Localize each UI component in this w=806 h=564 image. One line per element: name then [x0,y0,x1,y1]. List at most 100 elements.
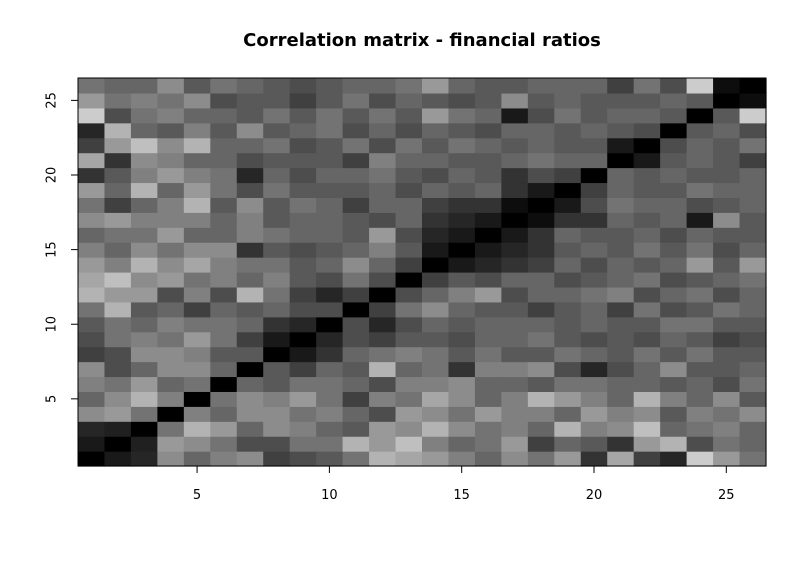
heatmap-cell [554,257,582,273]
heatmap-cell [316,107,344,124]
heatmap-cell [607,212,635,228]
heatmap-cell [130,242,158,258]
heatmap-cell [633,92,661,109]
heatmap-cell [739,272,767,288]
heatmap-cell [130,197,158,213]
heatmap-cell [607,346,635,363]
heatmap-cell [527,212,555,228]
heatmap-cell [289,361,317,378]
heatmap-cell [342,257,370,273]
heatmap-cell [686,286,714,303]
heatmap-cell [157,122,185,139]
heatmap-cell [104,242,132,258]
heatmap-cell [236,137,264,154]
heatmap-cell [739,421,767,437]
heatmap-cell [633,122,661,139]
heatmap-cell [422,331,450,348]
heatmap-cell [739,361,767,378]
heatmap-cell [236,391,264,407]
heatmap-cell [527,316,555,333]
heatmap-cell [527,227,555,243]
x-tick-label: 15 [453,488,470,503]
heatmap-cell [422,227,450,243]
heatmap-cell [713,272,741,288]
heatmap-cell [130,78,158,94]
heatmap-cell [369,301,397,318]
heatmap-cell [263,122,291,139]
heatmap-cell [369,286,397,303]
heatmap-cell [580,286,608,303]
heatmap-cell [104,92,132,109]
heatmap-cell [633,421,661,437]
heatmap-cell [157,361,185,378]
heatmap-cell [289,421,317,437]
heatmap-cell [316,197,344,213]
heatmap-cell [183,152,211,169]
heatmap-cell [316,182,344,198]
heatmap-cell [474,212,502,228]
heatmap-cell [263,272,291,288]
heatmap-cell [527,272,555,288]
heatmap-cell [554,107,582,124]
heatmap-cell [104,167,132,184]
heatmap-cell [104,346,132,363]
heatmap-cell [686,152,714,169]
heatmap-cell [183,242,211,258]
heatmap-cell [686,301,714,318]
heatmap-cell [130,436,158,452]
heatmap-cell [78,242,106,258]
heatmap-cell [422,107,450,124]
heatmap-cell [342,137,370,154]
heatmap-cell [369,122,397,139]
heatmap-cell [607,316,635,333]
heatmap-cells [78,78,767,467]
heatmap-cell [527,92,555,109]
heatmap-cell [78,107,106,124]
heatmap-cell [713,122,741,139]
heatmap-cell [580,361,608,378]
heatmap-cell [104,257,132,273]
heatmap-cell [660,227,688,243]
heatmap-cell [554,391,582,407]
heatmap-cell [289,406,317,422]
heatmap-cell [660,197,688,213]
heatmap-cell [78,122,106,139]
heatmap-cell [713,421,741,437]
heatmap-cell [713,107,741,124]
heatmap-cell [157,242,185,258]
heatmap-cell [686,421,714,437]
heatmap-cell [395,197,423,213]
heatmap-cell [210,406,238,422]
heatmap-cell [342,286,370,303]
heatmap-cell [660,152,688,169]
heatmap-cell [686,227,714,243]
heatmap-cell [422,152,450,169]
heatmap-cell [289,78,317,94]
heatmap-cell [104,197,132,213]
heatmap-cell [130,451,158,467]
heatmap-cell [210,78,238,94]
heatmap-cell [210,301,238,318]
heatmap-cell [448,242,476,258]
heatmap-cell [554,451,582,467]
heatmap-cell [395,451,423,467]
heatmap-cell [448,137,476,154]
heatmap-cell [210,242,238,258]
heatmap-cell [739,451,767,467]
heatmap-cell [448,436,476,452]
heatmap-cell [210,421,238,437]
heatmap-cell [607,92,635,109]
heatmap-cell [183,257,211,273]
heatmap-cell [580,152,608,169]
heatmap-cell [527,286,555,303]
heatmap-cell [633,212,661,228]
chart-title: Correlation matrix - financial ratios [243,30,601,51]
heatmap-cell [554,78,582,94]
heatmap-cell [739,301,767,318]
heatmap-cell [210,391,238,407]
heatmap-cell [580,436,608,452]
heatmap-cell [316,212,344,228]
heatmap-cell [660,451,688,467]
heatmap-cell [342,78,370,94]
heatmap-cell [236,107,264,124]
